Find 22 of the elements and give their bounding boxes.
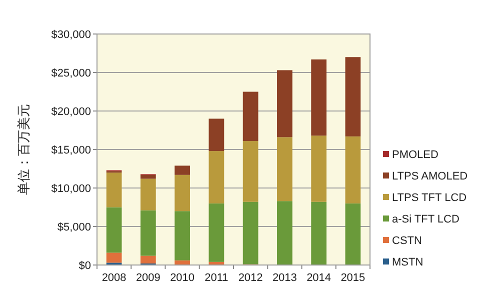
y-tick-label: $30,000 xyxy=(51,29,91,41)
legend-label: PMOLED xyxy=(392,149,439,161)
y-tick-label: $15,000 xyxy=(51,144,91,156)
legend-label: LTPS TFT LCD xyxy=(392,192,467,204)
y-tick-label: $10,000 xyxy=(51,183,91,195)
y-tick-label: $25,000 xyxy=(51,68,91,80)
x-tick-label: 2008 xyxy=(102,272,126,284)
legend-label: MSTN xyxy=(392,256,424,268)
x-tick-label: 2009 xyxy=(136,272,160,284)
legend-label: a-Si TFT LCD xyxy=(392,214,460,226)
x-tick-label: 2011 xyxy=(204,272,228,284)
y-tick-label: $20,000 xyxy=(51,106,91,118)
x-tick-label: 2013 xyxy=(272,272,297,284)
x-tick-label: 2015 xyxy=(340,272,366,284)
x-tick-label: 2014 xyxy=(306,272,332,284)
x-tick-label: 2012 xyxy=(238,272,263,284)
y-axis-title: 单位：百万美元 xyxy=(16,104,31,195)
x-tick-label: 2010 xyxy=(170,272,195,284)
y-tick-label: $0 xyxy=(78,260,91,272)
legend-label: CSTN xyxy=(392,235,422,247)
legend-label: LTPS AMOLED xyxy=(392,170,468,182)
y-tick-label: $5,000 xyxy=(57,222,91,234)
